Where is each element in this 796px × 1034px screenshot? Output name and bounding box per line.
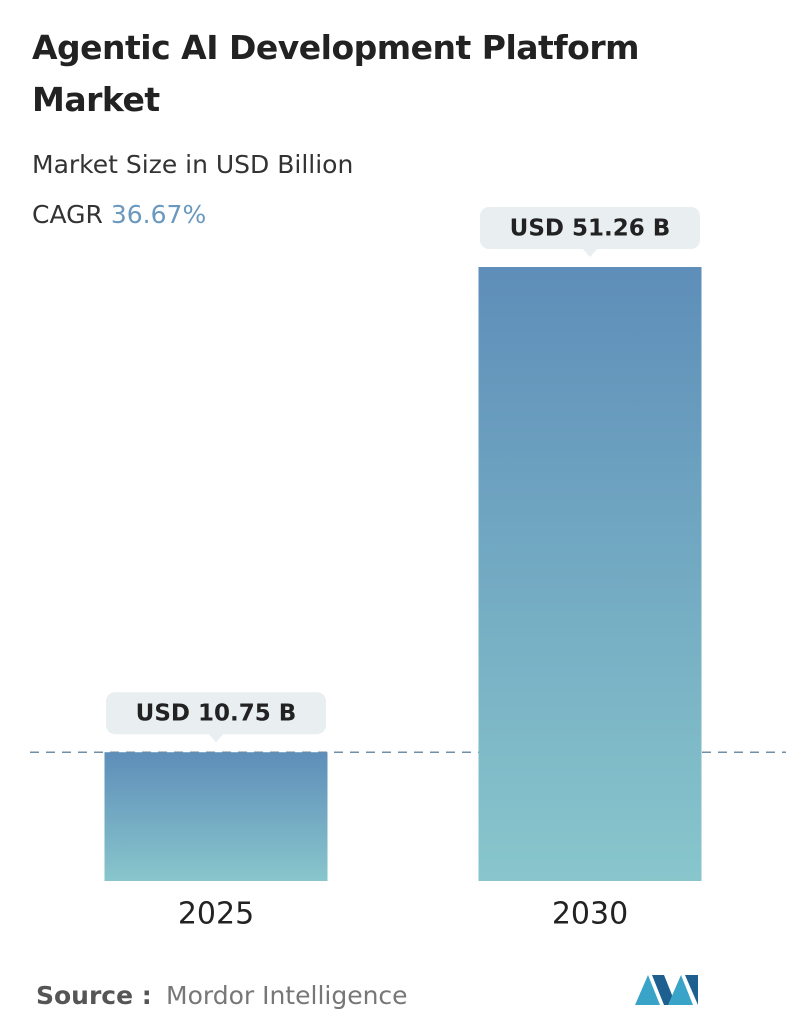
x-tick-label: 2025: [178, 897, 254, 932]
chart-title: Agentic AI Development Platform Market: [32, 28, 640, 119]
cagr-label: CAGR: [32, 200, 103, 229]
logo: [635, 975, 698, 1005]
source-label: Source :: [36, 981, 152, 1010]
chart-subtitle: Market Size in USD Billion: [32, 150, 354, 179]
bar: [478, 267, 702, 881]
value-label-box: [106, 692, 326, 735]
cagr: CAGR 36.67%: [32, 190, 732, 240]
x-tick-label: 2030: [552, 897, 628, 932]
header: Agentic AI Development Platform Market M…: [32, 22, 732, 240]
cagr-value: 36.67%: [110, 200, 207, 229]
value-label-pointer: [208, 733, 224, 743]
value-label-pointer: [582, 248, 598, 257]
bar: [104, 752, 328, 881]
source: Mordor Intelligence: [166, 981, 408, 1010]
value-label: USD 10.75 B: [136, 701, 297, 727]
